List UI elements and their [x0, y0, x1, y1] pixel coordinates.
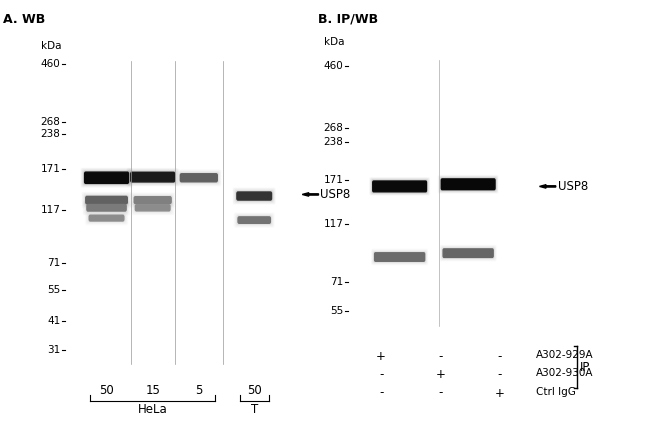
Text: 460: 460 — [41, 60, 60, 69]
Text: T: T — [251, 403, 258, 416]
FancyBboxPatch shape — [86, 196, 127, 204]
Text: USP8: USP8 — [320, 188, 351, 201]
Text: IP: IP — [580, 360, 590, 374]
Text: 460: 460 — [324, 60, 343, 71]
FancyBboxPatch shape — [130, 171, 176, 183]
Text: +: + — [495, 387, 504, 399]
Text: 50: 50 — [247, 384, 261, 397]
FancyBboxPatch shape — [441, 178, 496, 190]
FancyBboxPatch shape — [87, 205, 126, 211]
FancyBboxPatch shape — [236, 191, 272, 201]
Text: Ctrl IgG: Ctrl IgG — [536, 387, 576, 396]
Text: -: - — [438, 350, 443, 363]
FancyBboxPatch shape — [135, 204, 171, 212]
Text: -: - — [379, 387, 384, 399]
Text: A302-930A: A302-930A — [536, 368, 593, 378]
Text: HeLa: HeLa — [138, 403, 168, 416]
Text: 117: 117 — [323, 219, 343, 229]
Text: 268: 268 — [323, 123, 343, 133]
Text: A302-929A: A302-929A — [536, 350, 594, 360]
FancyBboxPatch shape — [131, 172, 175, 182]
FancyBboxPatch shape — [88, 214, 125, 222]
Text: 268: 268 — [40, 117, 60, 127]
Text: +: + — [376, 350, 386, 363]
Text: 31: 31 — [47, 345, 60, 355]
FancyBboxPatch shape — [86, 204, 127, 212]
Text: 5: 5 — [195, 384, 203, 397]
FancyBboxPatch shape — [84, 172, 129, 184]
Text: 71: 71 — [47, 257, 60, 268]
Text: 55: 55 — [330, 306, 343, 317]
Text: 55: 55 — [47, 285, 60, 295]
Text: 50: 50 — [99, 384, 114, 397]
FancyBboxPatch shape — [134, 197, 171, 203]
FancyBboxPatch shape — [443, 249, 493, 257]
Text: -: - — [497, 350, 502, 363]
Text: 117: 117 — [40, 205, 60, 214]
Text: B. IP/WB: B. IP/WB — [318, 13, 378, 26]
Text: 171: 171 — [40, 164, 60, 174]
Text: +: + — [436, 368, 445, 381]
Text: 71: 71 — [330, 277, 343, 287]
FancyBboxPatch shape — [181, 174, 217, 182]
FancyBboxPatch shape — [135, 205, 170, 211]
Text: -: - — [438, 387, 443, 399]
Text: 41: 41 — [47, 316, 60, 326]
Text: -: - — [379, 368, 384, 381]
Text: kDa: kDa — [324, 37, 344, 47]
Text: 171: 171 — [323, 175, 343, 185]
FancyBboxPatch shape — [441, 179, 495, 190]
FancyBboxPatch shape — [237, 192, 272, 200]
Text: kDa: kDa — [41, 41, 62, 51]
FancyBboxPatch shape — [374, 253, 424, 261]
Text: 238: 238 — [40, 129, 60, 139]
FancyBboxPatch shape — [85, 196, 128, 205]
FancyBboxPatch shape — [372, 180, 427, 193]
FancyBboxPatch shape — [443, 248, 494, 258]
FancyBboxPatch shape — [179, 173, 218, 183]
Text: -: - — [497, 368, 502, 381]
Text: 15: 15 — [145, 384, 160, 397]
Text: USP8: USP8 — [558, 180, 588, 193]
FancyBboxPatch shape — [374, 252, 425, 262]
FancyBboxPatch shape — [238, 217, 270, 224]
FancyBboxPatch shape — [237, 216, 271, 224]
FancyBboxPatch shape — [89, 215, 124, 221]
FancyBboxPatch shape — [84, 171, 129, 184]
Text: 238: 238 — [323, 137, 343, 147]
Text: A. WB: A. WB — [3, 13, 46, 26]
FancyBboxPatch shape — [372, 181, 426, 192]
FancyBboxPatch shape — [133, 196, 172, 205]
